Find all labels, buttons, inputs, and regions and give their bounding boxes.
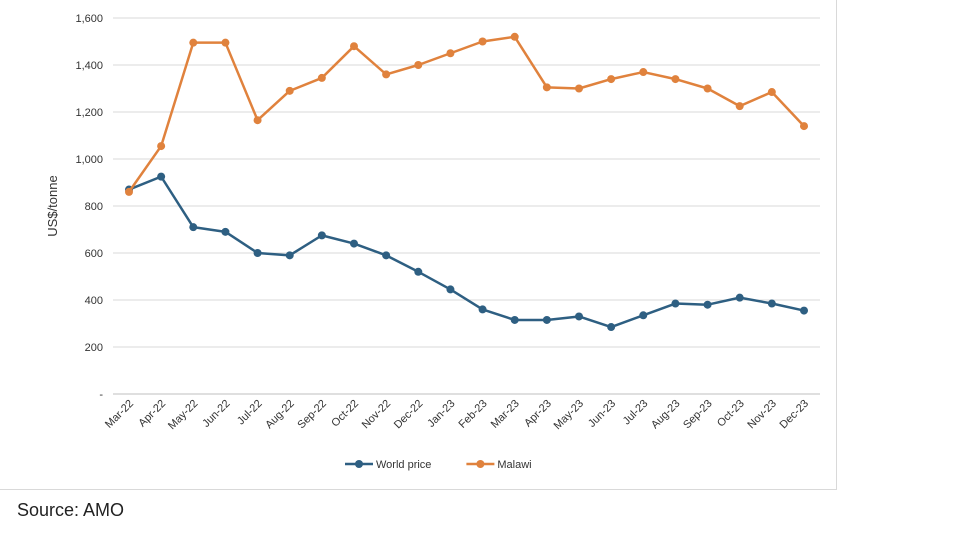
- data-point: [189, 38, 198, 47]
- x-tick-label: Dec-23: [778, 398, 812, 432]
- data-point: [800, 306, 808, 315]
- x-tick-label: Jul-22: [235, 398, 265, 428]
- data-point: [800, 122, 808, 131]
- x-tick-label: Mar-23: [489, 398, 522, 431]
- x-tick-label: Jul-23: [621, 398, 651, 428]
- x-tick-label: Aug-22: [263, 398, 297, 432]
- legend-marker: [355, 460, 363, 468]
- x-tick-label: Oct-23: [715, 398, 747, 430]
- data-point: [735, 102, 744, 111]
- x-tick-label: Aug-23: [649, 398, 683, 432]
- y-tick-label: 1,600: [75, 13, 103, 25]
- data-point: [575, 312, 583, 321]
- x-tick-label: Nov-22: [360, 398, 394, 432]
- data-point: [639, 68, 648, 77]
- data-point: [414, 61, 423, 69]
- data-point: [317, 231, 326, 240]
- x-tick-label: Feb-23: [457, 398, 490, 431]
- data-point: [671, 299, 680, 308]
- x-tick-label: Nov-23: [745, 398, 779, 432]
- x-tick-label: Sep-23: [681, 398, 715, 432]
- data-point: [671, 75, 680, 84]
- data-point: [221, 38, 230, 47]
- data-point: [382, 251, 391, 260]
- data-point: [350, 239, 358, 248]
- x-tick-label: Apr-22: [136, 398, 168, 430]
- line-chart: - 200 400 600 800 1,000 1,200 1,400 1,600 US$/ton…: [45, 13, 820, 471]
- data-point: [542, 83, 551, 92]
- series-line: [128, 175, 805, 329]
- data-point: [350, 42, 358, 51]
- chart-frame: - 200 400 600 800 1,000 1,200 1,400 1,600 US$/ton…: [0, 0, 837, 490]
- data-point: [446, 285, 455, 294]
- data-point: [767, 299, 776, 308]
- data-point: [607, 75, 616, 84]
- data-point: [478, 305, 487, 314]
- data-point: [607, 323, 616, 332]
- y-tick-label: 1,400: [75, 60, 103, 72]
- legend-label: Malawi: [497, 459, 531, 471]
- data-point: [510, 315, 519, 324]
- source-caption: Source: AMO: [17, 500, 125, 520]
- y-tick-label: 1,000: [75, 154, 103, 166]
- legend-marker: [476, 460, 485, 468]
- data-point: [510, 32, 519, 41]
- data-point: [703, 84, 712, 93]
- data-point: [414, 267, 423, 276]
- data-point: [639, 311, 648, 320]
- legend-label: World price: [376, 459, 431, 471]
- y-axis-title: US$/tonne: [45, 175, 60, 236]
- data-point: [478, 37, 487, 46]
- data-point: [542, 315, 551, 324]
- data-point: [575, 84, 583, 93]
- data-point: [157, 142, 166, 151]
- series-line: [127, 35, 805, 193]
- data-point: [285, 251, 294, 260]
- y-tick-label: 200: [85, 342, 103, 354]
- data-point: [703, 300, 712, 309]
- data-point: [767, 88, 776, 97]
- data-point: [157, 172, 166, 181]
- x-tick-label: Sep-22: [295, 398, 329, 432]
- data-point: [125, 187, 133, 196]
- x-tick-label: Jun-23: [586, 398, 618, 430]
- x-tick-label: Jun-22: [200, 398, 232, 430]
- data-point: [253, 116, 262, 125]
- y-tick-label: 800: [85, 201, 103, 213]
- x-tick-label: Jan-23: [425, 398, 457, 430]
- data-point: [221, 227, 230, 236]
- data-point: [317, 73, 326, 82]
- y-tick-label: -: [99, 389, 103, 401]
- y-tick-label: 600: [85, 248, 103, 260]
- x-tick-label: Dec-22: [392, 398, 426, 432]
- data-point: [189, 223, 198, 232]
- data-point: [253, 249, 262, 257]
- x-tick-label: Oct-22: [329, 398, 361, 430]
- data-point: [735, 293, 744, 302]
- data-point: [285, 86, 294, 95]
- x-tick-label: May-23: [552, 398, 586, 432]
- x-tick-label: May-22: [166, 398, 200, 432]
- x-tick-label: Mar-22: [103, 398, 136, 431]
- y-tick-label: 1,200: [75, 107, 103, 119]
- data-point: [382, 70, 391, 79]
- x-tick-label: Apr-23: [522, 398, 554, 430]
- data-point: [446, 49, 455, 58]
- y-tick-label: 400: [85, 295, 103, 307]
